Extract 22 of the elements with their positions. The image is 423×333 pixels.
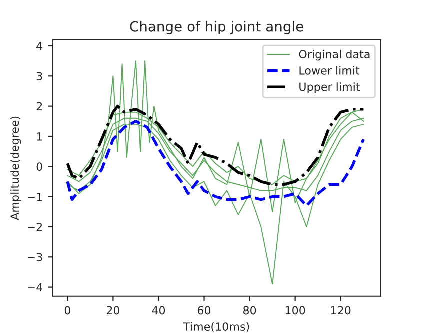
x-tick-label: 60 [198, 306, 211, 315]
y-axis-title: Amplitude(degree) [10, 116, 22, 220]
legend-label: Upper limit [300, 82, 360, 94]
legend-label: Original data [299, 50, 370, 61]
y-tick-label: 2 [36, 102, 42, 111]
x-tick-label: 20 [106, 306, 120, 315]
x-axis-title: Time(10ms) [183, 322, 250, 332]
y-tick-label: −1 [28, 192, 42, 202]
x-tick-label: 120 [331, 306, 351, 315]
x-tick-label: 0 [64, 306, 70, 315]
y-tick-label: −2 [28, 222, 42, 232]
x-tick-label: 100 [286, 306, 306, 315]
y-tick-label: 3 [36, 72, 42, 81]
legend-label: Lower limit [300, 66, 360, 75]
y-tick-label: −3 [28, 253, 42, 262]
y-tick-label: 4 [36, 42, 43, 50]
y-tick-label: −4 [28, 283, 43, 292]
x-tick-label: 80 [243, 306, 256, 315]
x-tick-label: 40 [152, 306, 166, 315]
y-tick-label: 1 [37, 132, 42, 141]
y-tick-label: 0 [36, 162, 42, 172]
chart-title: Change of hip joint angle [130, 21, 304, 35]
